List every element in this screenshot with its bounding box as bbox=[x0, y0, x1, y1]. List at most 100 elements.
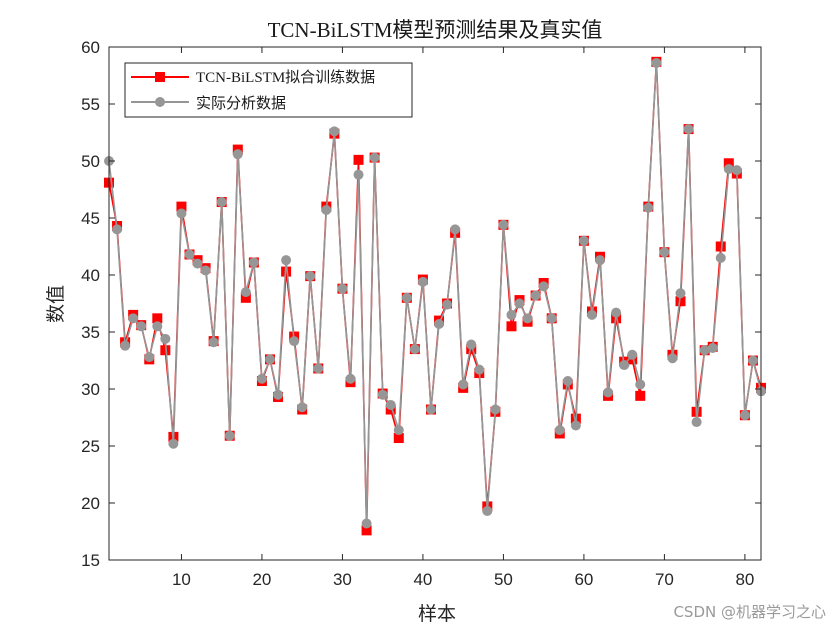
y-tick-label: 35 bbox=[81, 323, 100, 342]
data-point-circle bbox=[321, 205, 332, 216]
data-point-circle bbox=[699, 345, 710, 356]
data-point-square bbox=[240, 292, 251, 303]
data-point-circle bbox=[112, 224, 123, 235]
legend-label-fitted: TCN-BiLSTM拟合训练数据 bbox=[196, 69, 375, 86]
x-tick-label: 80 bbox=[735, 570, 754, 589]
data-point-circle bbox=[619, 360, 630, 371]
data-point-circle bbox=[393, 425, 404, 436]
data-point-circle bbox=[691, 417, 702, 428]
data-point-circle bbox=[192, 258, 203, 269]
data-point-circle bbox=[385, 399, 396, 410]
data-point-square bbox=[353, 154, 364, 165]
data-point-circle bbox=[240, 287, 251, 298]
x-tick-label: 70 bbox=[655, 570, 674, 589]
axes: 10 20 30 40 50 60 70 80 15 20 25 30 35 40 45 50 55 60 bbox=[81, 38, 762, 589]
data-point-square bbox=[506, 321, 517, 332]
x-tick-label: 30 bbox=[333, 570, 352, 589]
data-point-circle bbox=[224, 430, 235, 441]
y-tick-label: 45 bbox=[81, 209, 100, 228]
data-point-circle bbox=[176, 208, 187, 219]
data-point-circle bbox=[297, 402, 308, 413]
data-point-circle bbox=[707, 342, 718, 353]
watermark: CSDN @机器学习之心 bbox=[673, 603, 826, 621]
data-point-circle bbox=[747, 355, 758, 366]
data-point-square bbox=[176, 201, 187, 212]
data-point-circle bbox=[578, 235, 589, 246]
data-point-circle bbox=[723, 163, 734, 174]
data-point-circle bbox=[417, 276, 428, 287]
x-tick-label: 10 bbox=[172, 570, 191, 589]
data-point-circle bbox=[184, 249, 195, 260]
data-point-circle bbox=[337, 283, 348, 294]
y-tick-label: 40 bbox=[81, 266, 100, 285]
data-point-circle bbox=[595, 255, 606, 266]
data-point-circle bbox=[667, 353, 678, 364]
data-point-circle bbox=[120, 340, 131, 351]
legend-square-marker-icon bbox=[155, 72, 165, 82]
data-point-circle bbox=[466, 339, 477, 350]
data-point-circle bbox=[425, 404, 436, 415]
y-tick-label: 15 bbox=[81, 551, 100, 570]
y-tick-label: 30 bbox=[81, 380, 100, 399]
data-point-circle bbox=[136, 321, 147, 332]
x-tick-label: 50 bbox=[494, 570, 513, 589]
series-line bbox=[108, 62, 762, 524]
data-point-circle bbox=[273, 389, 284, 400]
y-tick-label: 50 bbox=[81, 152, 100, 171]
data-point-square bbox=[715, 241, 726, 252]
data-point-circle bbox=[208, 337, 219, 348]
data-point-circle bbox=[554, 425, 565, 436]
data-point-circle bbox=[442, 299, 453, 310]
data-point-circle bbox=[264, 354, 275, 365]
data-point-circle bbox=[128, 313, 139, 324]
data-point-circle bbox=[570, 420, 581, 431]
data-point-square bbox=[152, 313, 163, 324]
data-point-circle bbox=[434, 319, 445, 330]
data-point-circle bbox=[144, 352, 155, 363]
data-point-circle bbox=[281, 255, 292, 266]
data-point-circle bbox=[514, 298, 525, 309]
data-point-circle bbox=[739, 410, 750, 421]
data-point-circle bbox=[401, 292, 412, 303]
series-actual bbox=[104, 57, 766, 529]
data-point-circle bbox=[361, 518, 372, 529]
data-point-circle bbox=[248, 257, 259, 268]
data-point-circle bbox=[345, 373, 356, 384]
y-axis-label: 数值 bbox=[45, 285, 67, 323]
data-point-circle bbox=[530, 290, 541, 301]
data-point-circle bbox=[377, 389, 388, 400]
legend: TCN-BiLSTM拟合训练数据 实际分析数据 bbox=[124, 62, 413, 118]
data-point-square bbox=[675, 296, 686, 307]
data-point-circle bbox=[651, 57, 662, 68]
data-point-circle bbox=[731, 165, 742, 176]
data-point-circle bbox=[611, 307, 622, 318]
data-point-circle bbox=[409, 344, 420, 355]
data-point-circle bbox=[603, 387, 614, 398]
data-point-circle bbox=[160, 333, 171, 344]
data-point-circle bbox=[506, 309, 517, 320]
legend-circle-marker-icon bbox=[155, 97, 165, 107]
data-point-circle bbox=[313, 363, 324, 374]
data-point-circle bbox=[562, 376, 573, 387]
data-point-circle bbox=[538, 281, 549, 292]
x-tick-label: 20 bbox=[252, 570, 271, 589]
y-tick-label: 25 bbox=[81, 437, 100, 456]
y-tick-label: 60 bbox=[81, 38, 100, 57]
data-point-circle bbox=[482, 505, 493, 516]
chart-title: TCN-BiLSTM模型预测结果及真实值 bbox=[268, 18, 603, 42]
data-point-circle bbox=[152, 321, 163, 332]
data-point-circle bbox=[216, 197, 227, 208]
data-point-circle bbox=[715, 252, 726, 263]
data-point-circle bbox=[369, 152, 380, 163]
legend-box bbox=[124, 62, 413, 118]
y-tick-label: 55 bbox=[81, 95, 100, 114]
data-point-circle bbox=[474, 364, 485, 375]
data-point-square bbox=[723, 158, 734, 169]
data-point-square bbox=[635, 390, 646, 401]
data-point-circle bbox=[329, 126, 340, 137]
data-point-circle bbox=[643, 202, 654, 213]
data-point-circle bbox=[256, 373, 267, 384]
data-point-circle bbox=[353, 169, 364, 180]
data-point-circle bbox=[305, 271, 316, 282]
